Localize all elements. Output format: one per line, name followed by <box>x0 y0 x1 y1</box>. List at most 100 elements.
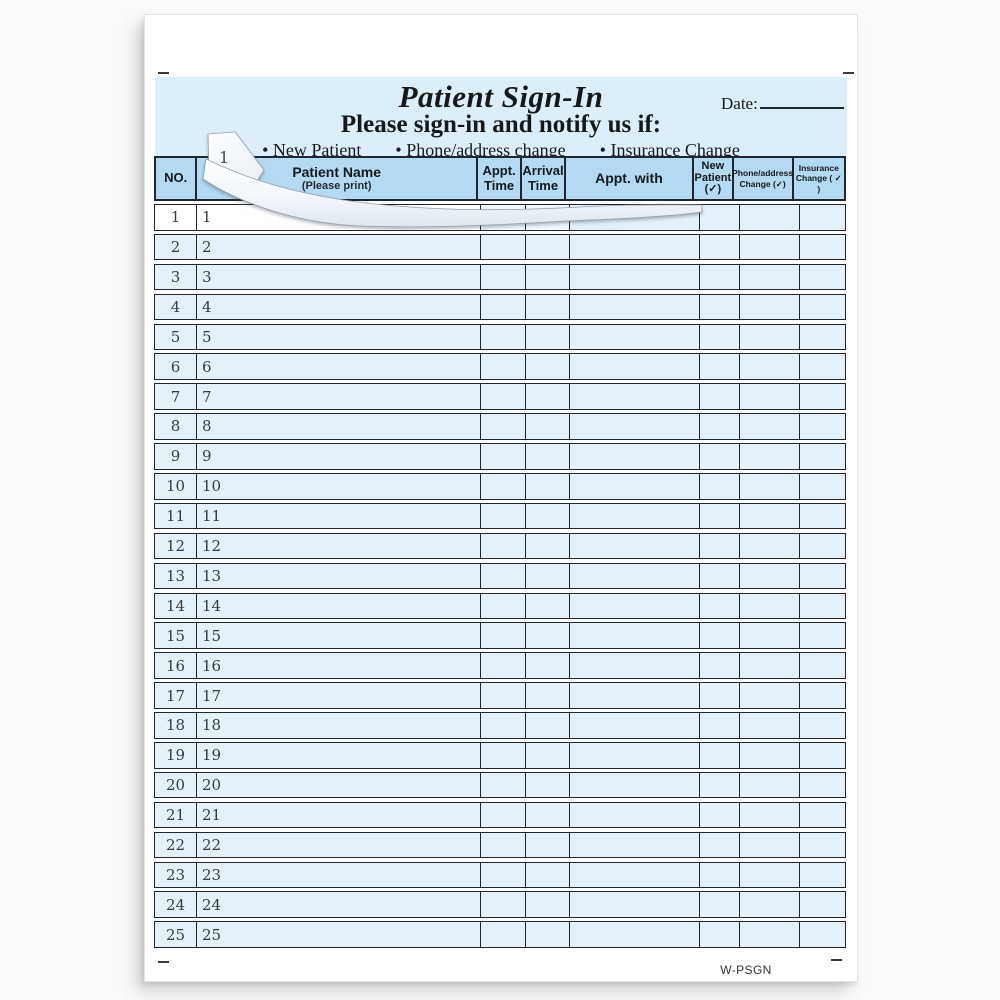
date-blank-line <box>759 96 844 109</box>
arrival-time-cell <box>526 234 570 260</box>
appt-with-cell <box>570 862 700 888</box>
row-number: 25 <box>165 925 186 944</box>
row-number: 7 <box>170 387 181 406</box>
header-new-line2: Patient <box>694 171 732 184</box>
row-number: 21 <box>165 806 186 825</box>
insurance-change-check-cell <box>800 922 845 947</box>
arrival-time-cell <box>526 743 570 768</box>
patient-name-cell: 25 <box>197 922 481 947</box>
form-sheet: Patient Sign-In Date: Please sign-in and… <box>144 14 858 982</box>
appt-time-cell <box>481 713 526 738</box>
header-no: NO. <box>156 158 198 199</box>
registration-mark <box>158 72 169 74</box>
label-number: 1 <box>202 208 212 227</box>
phone-change-check-cell <box>740 294 800 320</box>
new-patient-check-cell <box>700 802 740 828</box>
arrival-time-cell <box>526 713 570 738</box>
appt-with-cell <box>570 234 700 260</box>
insurance-change-check-cell <box>800 683 845 708</box>
phone-change-check-cell <box>740 264 800 290</box>
insurance-change-check-cell <box>800 504 845 529</box>
phone-change-check-cell <box>740 414 800 439</box>
registration-mark <box>843 72 854 74</box>
sign-in-row: 12 12 <box>154 532 846 560</box>
appt-time-cell <box>481 384 526 409</box>
arrival-time-cell <box>526 593 570 619</box>
label-number: 23 <box>202 865 222 884</box>
appt-time-cell <box>481 324 526 350</box>
notice-list: • New Patient • Phone/address change • I… <box>155 140 847 161</box>
new-patient-check-cell <box>700 772 740 798</box>
row-number-cell: 10 <box>155 474 197 499</box>
label-number: 3 <box>202 268 212 287</box>
row-number-cell: 22 <box>155 832 197 858</box>
row-number-cell: 1 <box>155 205 197 230</box>
new-patient-check-cell <box>700 474 740 499</box>
insurance-change-check-cell <box>800 892 845 917</box>
appt-with-cell <box>570 354 700 379</box>
label-number: 24 <box>202 895 222 914</box>
row-number: 8 <box>170 417 181 436</box>
header-insurance-change: Insurance Change ( ✓ ) <box>794 158 844 199</box>
arrival-time-cell <box>526 802 570 828</box>
label-number: 7 <box>202 387 212 406</box>
insurance-change-check-cell <box>800 833 845 858</box>
phone-change-check-cell <box>740 623 800 648</box>
row-number: 1 <box>170 208 181 227</box>
appt-with-cell <box>570 832 700 858</box>
phone-change-check-cell <box>740 234 800 260</box>
new-patient-check-cell <box>700 593 740 619</box>
patient-name-cell: 6 <box>197 354 481 379</box>
appt-with-cell <box>570 503 700 529</box>
row-number-cell: 18 <box>155 713 197 738</box>
appt-with-cell <box>570 294 700 320</box>
phone-change-check-cell <box>740 802 800 828</box>
appt-time-cell <box>481 802 526 828</box>
sign-in-row: 8 8 <box>154 413 846 440</box>
appt-with-cell <box>570 563 700 589</box>
label-number: 17 <box>202 686 222 705</box>
label-number: 22 <box>202 835 222 854</box>
new-patient-check-cell <box>700 354 740 379</box>
sign-in-row: 25 25 <box>154 921 846 948</box>
header-arrival-line1: Arrival <box>522 162 564 178</box>
phone-change-check-cell <box>740 563 800 589</box>
new-patient-check-cell <box>700 503 740 529</box>
row-number: 23 <box>165 865 186 884</box>
new-patient-check-cell <box>700 683 740 708</box>
patient-name-cell: 14 <box>197 593 481 619</box>
appt-with-cell <box>570 743 700 768</box>
appt-with-cell <box>570 593 700 619</box>
patient-name-cell: 13 <box>197 563 481 589</box>
row-number: 5 <box>170 327 181 346</box>
appt-time-cell <box>481 653 526 678</box>
new-patient-check-cell <box>700 414 740 439</box>
new-patient-check-cell <box>700 533 740 559</box>
appt-with-cell <box>570 444 700 469</box>
insurance-change-check-cell <box>800 354 845 379</box>
row-number: 12 <box>165 537 186 556</box>
appt-time-cell <box>481 683 526 708</box>
appt-with-cell <box>570 922 700 947</box>
appt-time-cell <box>481 444 526 469</box>
row-number: 22 <box>165 835 186 854</box>
phone-change-check-cell <box>740 743 800 768</box>
phone-change-check-cell <box>740 713 800 738</box>
label-number: 19 <box>202 746 222 765</box>
patient-name-cell: 15 <box>197 623 481 648</box>
patient-name-cell: 7 <box>197 384 481 409</box>
appt-time-cell <box>481 563 526 589</box>
arrival-time-cell <box>526 264 570 290</box>
appt-with-cell <box>570 474 700 499</box>
arrival-time-cell <box>526 474 570 499</box>
table-body: 1 1 2 2 3 3 <box>154 204 846 948</box>
appt-time-cell <box>481 414 526 439</box>
row-number-cell: 24 <box>155 892 197 917</box>
arrival-time-cell <box>526 354 570 379</box>
row-number-cell: 3 <box>155 264 197 290</box>
insurance-change-check-cell <box>800 295 845 320</box>
label-number: 5 <box>202 327 212 346</box>
label-number: 13 <box>202 566 222 585</box>
appt-with-cell <box>570 324 700 350</box>
arrival-time-cell <box>526 832 570 858</box>
